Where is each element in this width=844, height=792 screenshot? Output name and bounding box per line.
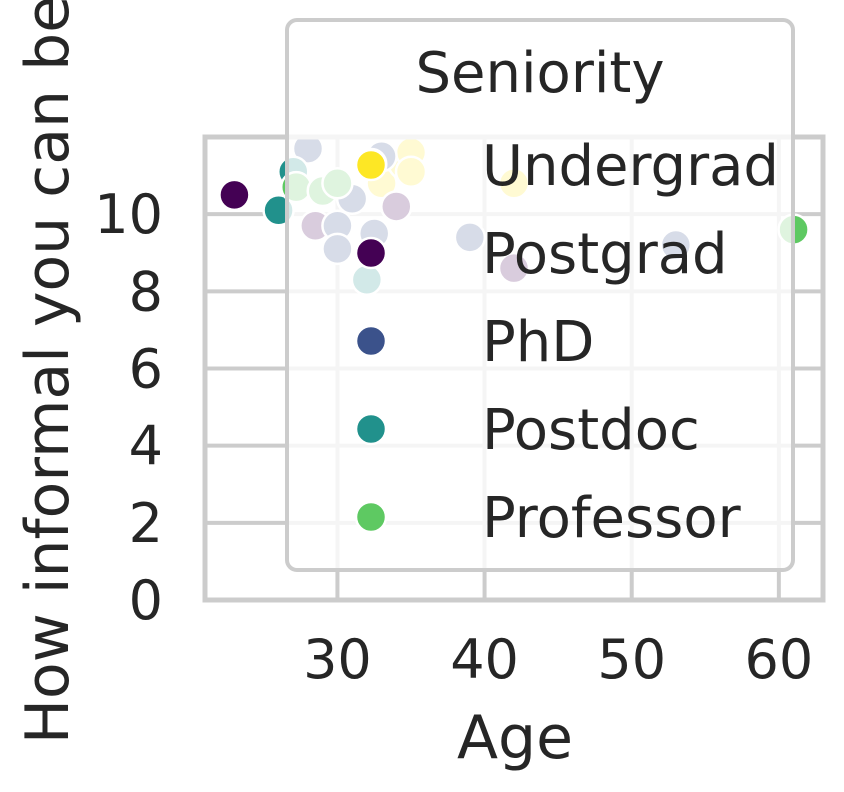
x-tick-label: 60 xyxy=(744,628,813,691)
x-tick-labels: 30 40 50 60 xyxy=(303,628,813,691)
y-tick-label: 10 xyxy=(94,183,163,246)
legend-items: Undergrad Postgrad PhD Postdoc Professor xyxy=(354,134,779,551)
legend: Seniority Undergrad Postgrad PhD Postdoc Pro… xyxy=(285,18,795,572)
legend-marker xyxy=(354,148,388,182)
legend-marker xyxy=(354,236,388,270)
legend-label: Postgrad xyxy=(482,222,728,287)
x-tick-label: 50 xyxy=(597,628,666,691)
legend-marker xyxy=(354,412,388,446)
legend-label: Professor xyxy=(482,486,742,551)
y-tick-label: 8 xyxy=(129,260,163,323)
legend-title: Seniority xyxy=(416,41,665,106)
legend-label: Undergrad xyxy=(482,134,779,199)
y-tick-label: 2 xyxy=(129,492,163,555)
x-tick-label: 40 xyxy=(450,628,519,691)
y-tick-label: 0 xyxy=(129,569,163,632)
legend-marker xyxy=(354,324,388,358)
y-tick-label: 6 xyxy=(129,338,163,401)
legend-label: PhD xyxy=(482,310,594,375)
legend-box xyxy=(285,18,795,572)
legend-marker xyxy=(354,500,388,534)
y-tick-labels: 0 2 4 6 8 10 xyxy=(94,183,163,632)
x-axis-label: Age xyxy=(457,703,573,773)
data-point xyxy=(218,178,251,212)
x-tick-label: 30 xyxy=(303,628,372,691)
y-tick-label: 4 xyxy=(129,415,163,478)
y-axis-label: How informal you can be xyxy=(13,0,83,744)
legend-label: Postdoc xyxy=(482,398,700,463)
